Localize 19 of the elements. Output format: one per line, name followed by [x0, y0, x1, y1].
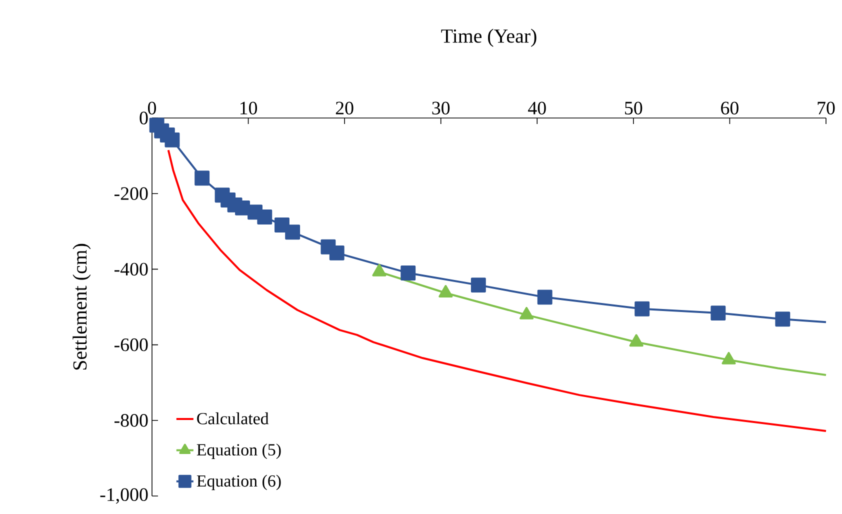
x-tick-label: 70 [818, 102, 835, 114]
x-tick-label: 30 [432, 102, 450, 114]
x-axis-title: Time (Year) [441, 28, 536, 47]
x-tick-label: 50 [625, 102, 642, 114]
y-tick-label: -800 [114, 414, 148, 427]
legend-label: Equation (6) [196, 474, 281, 490]
y-tick-label: -1,000 [100, 488, 148, 504]
x-tick-label: 40 [528, 102, 546, 114]
x-tick-label: 20 [336, 102, 354, 114]
y-tick-label: 0 [140, 112, 148, 124]
x-tick-label: 10 [240, 102, 258, 114]
legend-label: Equation (5) [196, 444, 281, 459]
y-axis-title: Settlement (cm) [72, 244, 91, 370]
x-tick-label: 60 [721, 102, 738, 114]
x-tick-label: 0 [148, 102, 156, 114]
y-tick-label: -400 [114, 262, 148, 276]
y-tick-label: -200 [114, 187, 148, 200]
legend-label: Calculated [197, 412, 269, 424]
y-tick-label: -600 [114, 338, 148, 352]
